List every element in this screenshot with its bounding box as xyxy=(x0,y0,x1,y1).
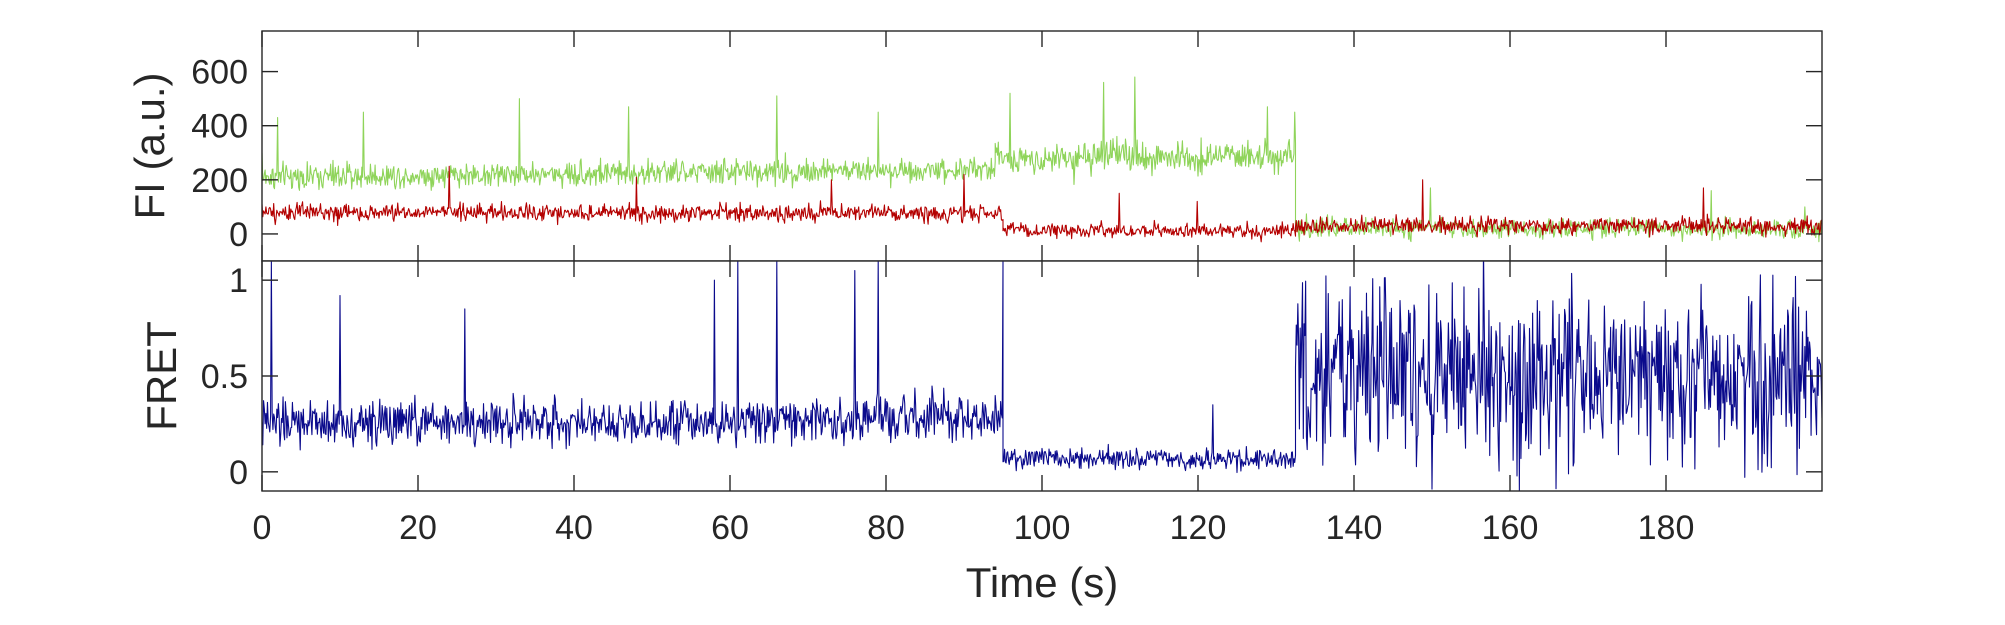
fret-x-tick-label: 20 xyxy=(399,509,437,547)
fret-x-tick-label: 160 xyxy=(1482,509,1539,547)
fret-x-tick-label: 80 xyxy=(867,509,905,547)
fluorescence-panel: 0 200 400 600 FI (a.u.) xyxy=(126,30,1823,262)
fret-ticks: 0 0.5 1 0 20 40 60 80 100 120 140 160 180 xyxy=(201,261,1822,547)
fluorescence-series-line-0 xyxy=(262,76,1822,243)
fluorescence-series-line-1 xyxy=(262,165,1822,243)
fluorescence-y-tick-label: 200 xyxy=(191,162,248,200)
fret-series-line-0 xyxy=(262,261,1822,491)
time-x-axis-label: Time (s) xyxy=(966,559,1118,606)
fret-y-tick-label: 1 xyxy=(229,262,248,300)
fret-y-tick-label: 0 xyxy=(229,454,248,492)
fret-traces xyxy=(262,261,1822,491)
fret-panel: 0 0.5 1 0 20 40 60 80 100 120 140 160 180 FRET Time … xyxy=(138,260,1823,606)
fluorescence-y-axis-label: FI (a.u.) xyxy=(126,72,173,219)
fluorescence-y-tick-label: 400 xyxy=(191,108,248,146)
fret-x-tick-label: 40 xyxy=(555,509,593,547)
fluorescence-y-tick-label: 0 xyxy=(229,216,248,254)
fluorescence-traces xyxy=(262,76,1822,243)
fluorescence-ticks: 0 200 400 600 xyxy=(191,31,1822,261)
fluorescence-y-tick-label: 600 xyxy=(191,54,248,92)
fret-x-tick-label: 0 xyxy=(253,509,272,547)
fret-x-tick-label: 120 xyxy=(1170,509,1227,547)
fret-y-axis-label: FRET xyxy=(138,321,185,431)
fret-y-tick-label: 0.5 xyxy=(201,358,248,396)
fret-plot-area xyxy=(262,261,1822,491)
fret-x-tick-label: 180 xyxy=(1638,509,1695,547)
fret-x-tick-label: 140 xyxy=(1326,509,1383,547)
fret-x-tick-label: 60 xyxy=(711,509,749,547)
fret-x-tick-label: 100 xyxy=(1014,509,1071,547)
